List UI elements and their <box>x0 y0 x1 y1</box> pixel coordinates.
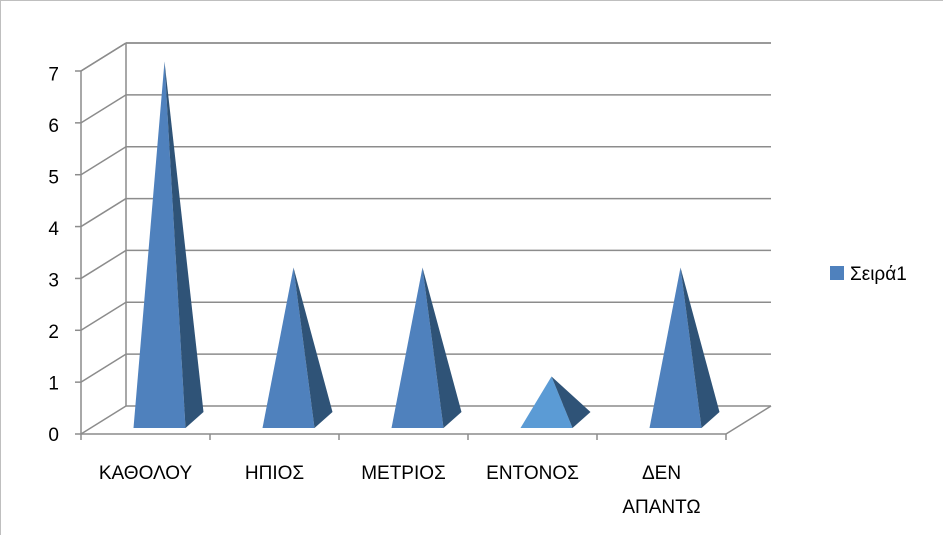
y-tick-label: 2 <box>48 322 59 343</box>
y-tick-label: 4 <box>48 219 59 240</box>
floor-right-edge <box>725 405 772 435</box>
legend-swatch <box>830 266 844 280</box>
pyramid-bar <box>520 376 591 428</box>
x-category-label: ΚΑΘΟΛΟΥ <box>99 463 193 484</box>
gridline-side <box>80 146 127 176</box>
pyramid-side-face <box>293 267 333 428</box>
pyramid-bar <box>391 267 462 428</box>
pyramid-side-face <box>422 267 462 428</box>
pyramid-bar <box>262 267 333 428</box>
x-category-label: ΜΕΤΡΙΟΣ <box>361 463 446 484</box>
pyramid-front-face <box>391 267 444 428</box>
y-tick-label: 5 <box>48 168 59 189</box>
pyramid-front-face <box>133 61 186 428</box>
gridline-side <box>80 405 127 435</box>
gridlines <box>80 42 771 435</box>
gridline-side <box>80 42 127 72</box>
pyramid-front-face <box>520 376 573 428</box>
y-tick-label: 0 <box>48 425 59 446</box>
pyramid-front-face <box>649 267 702 428</box>
gridline-side <box>80 197 127 228</box>
y-tick-label: 1 <box>48 374 59 395</box>
pyramid-bar <box>133 61 204 428</box>
legend: Σειρά1 <box>830 264 907 285</box>
bars <box>133 61 720 428</box>
x-category-label: ΔΕΝ ΑΠΑΝΤΩ <box>622 463 700 518</box>
pyramid-side-face <box>551 376 591 428</box>
legend-label: Σειρά1 <box>850 264 907 285</box>
gridline-side <box>80 94 127 124</box>
gridline-side <box>80 249 127 280</box>
y-tick-label: 3 <box>48 271 59 292</box>
x-category-label: ΗΠΙΟΣ <box>245 463 304 484</box>
x-category-label: ΕΝΤΟΝΟΣ <box>486 463 579 484</box>
y-tick-label: 6 <box>48 116 59 137</box>
axes <box>75 43 772 440</box>
gridline-side <box>80 353 127 383</box>
pyramid-bar <box>649 267 720 428</box>
gridline-side <box>80 301 127 331</box>
y-axis-ticks: 0 1 2 3 4 5 6 7 <box>48 65 59 447</box>
y-tick-label: 7 <box>48 65 59 86</box>
x-axis-categories: ΚΑΘΟΛΟΥ ΗΠΙΟΣ ΜΕΤΡΙΟΣ ΕΝΤΟΝΟΣ ΔΕΝ ΑΠΑΝΤΩ <box>99 463 701 518</box>
pyramid-side-face <box>680 267 720 428</box>
pyramid-side-face <box>164 61 204 428</box>
pyramid-front-face <box>262 267 315 428</box>
